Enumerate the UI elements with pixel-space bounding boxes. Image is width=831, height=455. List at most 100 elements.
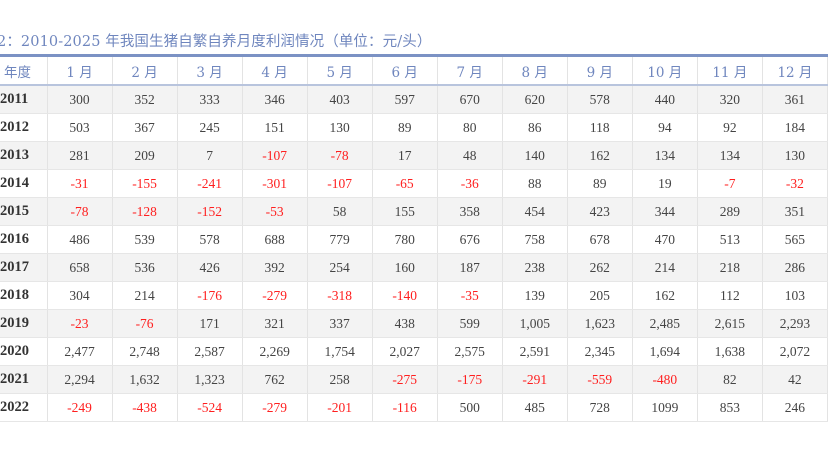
profit-cell: 2,485 (632, 309, 698, 338)
table-row: 2016 486 539 578 688 779 780 676 758 678 470 513 565 (0, 225, 829, 254)
profit-cell: 426 (177, 253, 243, 282)
year-cell: 2017 (0, 253, 48, 282)
profit-cell: -438 (112, 393, 178, 422)
profit-cell: -175 (437, 365, 503, 394)
year-cell: 2015 (0, 197, 48, 226)
profit-cell: 151 (242, 113, 308, 142)
profit-cell: 337 (307, 309, 373, 338)
column-header-month: 1 月 (47, 55, 113, 86)
column-header-month: 3 月 (177, 55, 243, 86)
profit-cell: 565 (762, 225, 829, 254)
profit-cell: 392 (242, 253, 308, 282)
profit-cell: -32 (762, 169, 829, 198)
column-header-year: 年度 (0, 55, 48, 86)
column-header-month: 10 月 (632, 55, 698, 86)
profit-cell: -107 (242, 141, 308, 170)
profit-cell: 209 (112, 141, 178, 170)
profit-cell: 780 (372, 225, 438, 254)
profit-cell: 262 (567, 253, 633, 282)
profit-cell: 2,575 (437, 337, 503, 366)
profit-cell: -152 (177, 197, 243, 226)
profit-cell: -279 (242, 393, 308, 422)
profit-cell: 289 (697, 197, 763, 226)
profit-cell: 485 (502, 393, 568, 422)
profit-cell: 599 (437, 309, 503, 338)
profit-cell: 160 (372, 253, 438, 282)
profit-cell: 218 (697, 253, 763, 282)
profit-cell: -116 (372, 393, 438, 422)
profit-cell: 2,591 (502, 337, 568, 366)
profit-cell: 762 (242, 365, 308, 394)
profit-cell: 853 (697, 393, 763, 422)
profit-cell: 304 (47, 281, 113, 310)
profit-cell: 130 (762, 141, 829, 170)
profit-cell: 728 (567, 393, 633, 422)
year-cell: 2022 (0, 393, 48, 422)
profit-cell: 112 (697, 281, 763, 310)
profit-cell: 1,638 (697, 337, 763, 366)
profit-cell: 171 (177, 309, 243, 338)
profit-cell: -480 (632, 365, 698, 394)
table-row: 2014 -31 -155 -241 -301 -107 -65 -36 88 89 19 -7 -32 (0, 169, 829, 198)
profit-cell: -76 (112, 309, 178, 338)
profit-cell: 758 (502, 225, 568, 254)
profit-cell: 333 (177, 85, 243, 114)
profit-cell: -155 (112, 169, 178, 198)
profit-cell: -128 (112, 197, 178, 226)
table-row: 2015 -78 -128 -152 -53 58 155 358 454 423 344 289 35… (0, 197, 829, 226)
profit-cell: 2,587 (177, 337, 243, 366)
profit-cell: 454 (502, 197, 568, 226)
year-cell: 2016 (0, 225, 48, 254)
table-row: 2011 300 352 333 346 403 597 670 620 578 440 320 361 (0, 85, 829, 114)
profit-cell: -31 (47, 169, 113, 198)
profit-cell: 281 (47, 141, 113, 170)
profit-cell: 245 (177, 113, 243, 142)
profit-cell: 361 (762, 85, 829, 114)
profit-cell: 103 (762, 281, 829, 310)
year-cell: 2020 (0, 337, 48, 366)
profit-cell: -201 (307, 393, 373, 422)
profit-cell: 440 (632, 85, 698, 114)
profit-cell: 238 (502, 253, 568, 282)
profit-cell: 367 (112, 113, 178, 142)
profit-cell: 344 (632, 197, 698, 226)
profit-cell: 321 (242, 309, 308, 338)
year-cell: 2013 (0, 141, 48, 170)
column-header-month: 2 月 (112, 55, 178, 86)
profit-cell: 17 (372, 141, 438, 170)
profit-cell: 19 (632, 169, 698, 198)
profit-cell: -275 (372, 365, 438, 394)
profit-cell: -65 (372, 169, 438, 198)
profit-cell: 89 (567, 169, 633, 198)
profit-cell: 7 (177, 141, 243, 170)
profit-cell: 779 (307, 225, 373, 254)
profit-cell: -176 (177, 281, 243, 310)
profit-cell: 254 (307, 253, 373, 282)
profit-cell: 118 (567, 113, 633, 142)
profit-cell: 155 (372, 197, 438, 226)
profit-cell: -35 (437, 281, 503, 310)
profit-cell: 139 (502, 281, 568, 310)
profit-cell: 1,632 (112, 365, 178, 394)
profit-cell: 351 (762, 197, 829, 226)
year-cell: 2014 (0, 169, 48, 198)
profit-cell: 89 (372, 113, 438, 142)
profit-cell: 470 (632, 225, 698, 254)
profit-cell: 2,345 (567, 337, 633, 366)
profit-cell: 620 (502, 85, 568, 114)
profit-cell: 486 (47, 225, 113, 254)
profit-cell: -279 (242, 281, 308, 310)
profit-cell: -36 (437, 169, 503, 198)
profit-cell: 503 (47, 113, 113, 142)
profit-cell: -318 (307, 281, 373, 310)
profit-cell: 346 (242, 85, 308, 114)
profit-cell: 80 (437, 113, 503, 142)
profit-cell: 2,477 (47, 337, 113, 366)
table-row: 2020 2,477 2,748 2,587 2,269 1,754 2,027 2,575 2… (0, 337, 829, 366)
profit-cell: 1099 (632, 393, 698, 422)
profit-cell: 2,748 (112, 337, 178, 366)
profit-cell: -78 (47, 197, 113, 226)
profit-cell: 1,005 (502, 309, 568, 338)
profit-cell: 258 (307, 365, 373, 394)
profit-cell: 688 (242, 225, 308, 254)
